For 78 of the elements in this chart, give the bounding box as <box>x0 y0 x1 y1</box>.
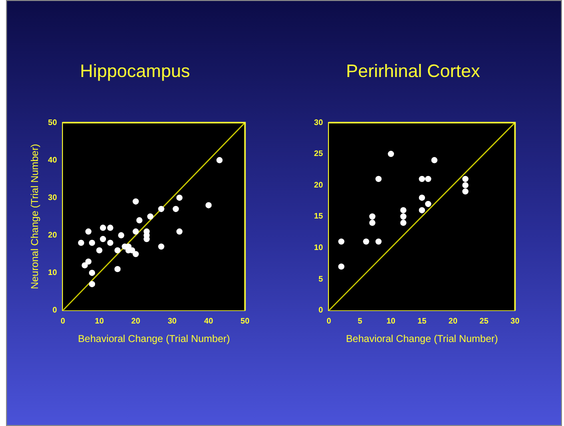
x-tick-label: 25 <box>480 316 489 326</box>
x-tick-label: 30 <box>510 316 520 326</box>
point <box>88 270 96 276</box>
point <box>400 220 406 226</box>
point <box>176 228 183 235</box>
chart-title: Perirhinal Cortex <box>346 60 480 81</box>
x-tick-label: 10 <box>94 316 104 326</box>
point <box>205 202 212 208</box>
y-tick-label: 15 <box>314 212 324 221</box>
y-tick-label: 30 <box>48 192 58 202</box>
point <box>132 228 139 235</box>
x-tick-label: 0 <box>326 316 332 326</box>
point <box>100 236 106 242</box>
y-tick-label: 0 <box>52 306 58 315</box>
point <box>400 213 406 220</box>
y-tick-label: 40 <box>48 155 58 164</box>
point <box>418 194 426 201</box>
point <box>85 228 92 235</box>
point <box>431 157 438 164</box>
point <box>375 238 382 245</box>
point <box>118 232 124 238</box>
y-tick-label: 50 <box>48 118 58 127</box>
x-tick-label: 10 <box>386 316 396 326</box>
point <box>462 182 468 188</box>
x-axis-title: Behavioral Change (Trial Number) <box>78 334 230 345</box>
point <box>88 281 96 288</box>
point <box>158 243 164 250</box>
point <box>462 188 468 195</box>
point <box>369 213 376 220</box>
point <box>369 220 376 226</box>
point <box>375 176 382 182</box>
point <box>114 247 121 254</box>
point <box>107 224 114 231</box>
point <box>216 157 223 164</box>
point <box>107 240 114 246</box>
point <box>400 207 406 214</box>
y-tick-label: 20 <box>48 230 58 240</box>
point <box>363 238 370 245</box>
y-tick-label: 10 <box>48 268 58 278</box>
x-tick-label: 0 <box>60 316 66 326</box>
point <box>425 200 432 208</box>
point <box>338 263 344 270</box>
point <box>172 206 179 212</box>
point <box>176 194 183 201</box>
point <box>425 176 432 182</box>
x-tick-label: 40 <box>204 316 214 326</box>
point <box>88 240 96 246</box>
x-tick-label: 5 <box>358 316 363 326</box>
y-tick-label: 5 <box>318 274 324 284</box>
x-tick-label: 50 <box>240 316 250 326</box>
point <box>100 224 106 231</box>
point <box>388 150 394 157</box>
point <box>147 213 154 220</box>
point <box>132 198 139 205</box>
x-tick-label: 20 <box>131 316 141 326</box>
x-tick-label: 15 <box>417 316 427 326</box>
y-tick-label: 10 <box>314 243 324 252</box>
chart-title: Hippocampus <box>80 60 190 81</box>
point <box>78 240 84 246</box>
point <box>85 258 92 265</box>
point <box>114 266 121 272</box>
point <box>96 247 102 254</box>
y-axis-title: Neuronal Change (Trial Number) <box>30 144 41 290</box>
point <box>136 217 142 224</box>
point <box>418 207 426 214</box>
point <box>462 176 468 182</box>
point <box>338 238 344 245</box>
y-tick-label: 0 <box>318 306 324 315</box>
point <box>418 176 426 182</box>
x-tick-label: 20 <box>448 316 458 326</box>
y-tick-label: 20 <box>314 180 324 190</box>
x-axis-title: Behavioral Change (Trial Number) <box>346 334 498 345</box>
point <box>132 250 139 258</box>
point <box>82 262 88 268</box>
point <box>158 206 164 212</box>
y-tick-label: 30 <box>314 118 324 127</box>
x-tick-label: 30 <box>168 316 178 326</box>
y-tick-label: 25 <box>314 149 324 158</box>
